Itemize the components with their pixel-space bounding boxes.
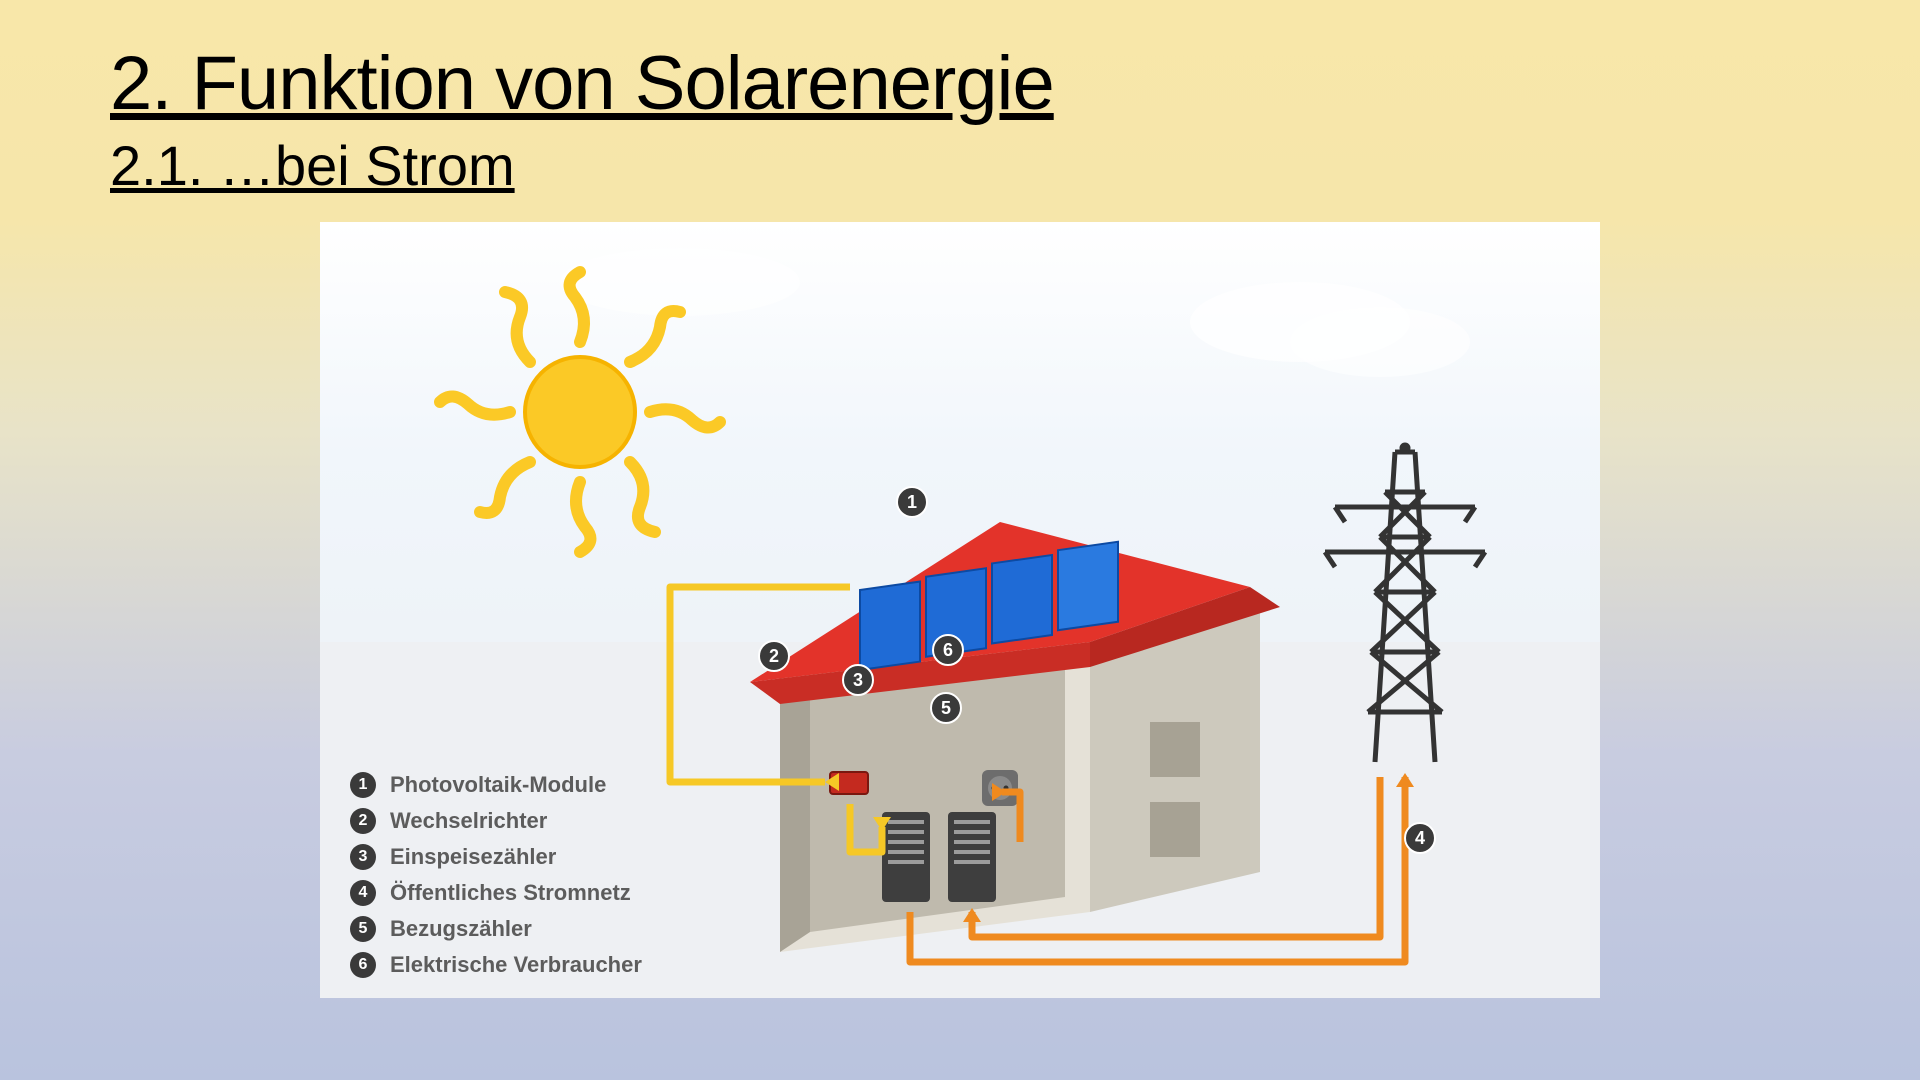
badge-1: 1 (896, 486, 928, 518)
legend-row: 1 Photovoltaik-Module (350, 772, 642, 798)
badge-2: 2 (758, 640, 790, 672)
page-title: 2. Funktion von Solarenergie (110, 40, 1820, 127)
legend-bullet: 1 (350, 772, 376, 798)
badge-5: 5 (930, 692, 962, 724)
legend-row: 5 Bezugszähler (350, 916, 642, 942)
legend-row: 2 Wechselrichter (350, 808, 642, 834)
legend-label: Elektrische Verbraucher (390, 952, 642, 978)
legend-bullet: 6 (350, 952, 376, 978)
legend-label: Wechselrichter (390, 808, 547, 834)
badge-3: 3 (842, 664, 874, 696)
legend-bullet: 5 (350, 916, 376, 942)
legend-bullet: 4 (350, 880, 376, 906)
legend-label: Öffentliches Stromnetz (390, 880, 631, 906)
legend-row: 6 Elektrische Verbraucher (350, 952, 642, 978)
sun-icon (440, 272, 720, 552)
legend-label: Bezugszähler (390, 916, 532, 942)
badge-6: 6 (932, 634, 964, 666)
legend-label: Photovoltaik-Module (390, 772, 606, 798)
legend-row: 3 Einspeisezähler (350, 844, 642, 870)
legend-label: Einspeisezähler (390, 844, 556, 870)
legend-row: 4 Öffentliches Stromnetz (350, 880, 642, 906)
badge-4: 4 (1404, 822, 1436, 854)
page-subtitle: 2.1. …bei Strom (110, 133, 1820, 198)
solar-diagram: 1 2 3 5 6 4 1 Photovoltaik-Module 2 Wechse… (320, 222, 1600, 998)
legend-bullet: 2 (350, 808, 376, 834)
legend-bullet: 3 (350, 844, 376, 870)
diagram-legend: 1 Photovoltaik-Module 2 Wechselrichter 3 Ei… (350, 762, 642, 988)
